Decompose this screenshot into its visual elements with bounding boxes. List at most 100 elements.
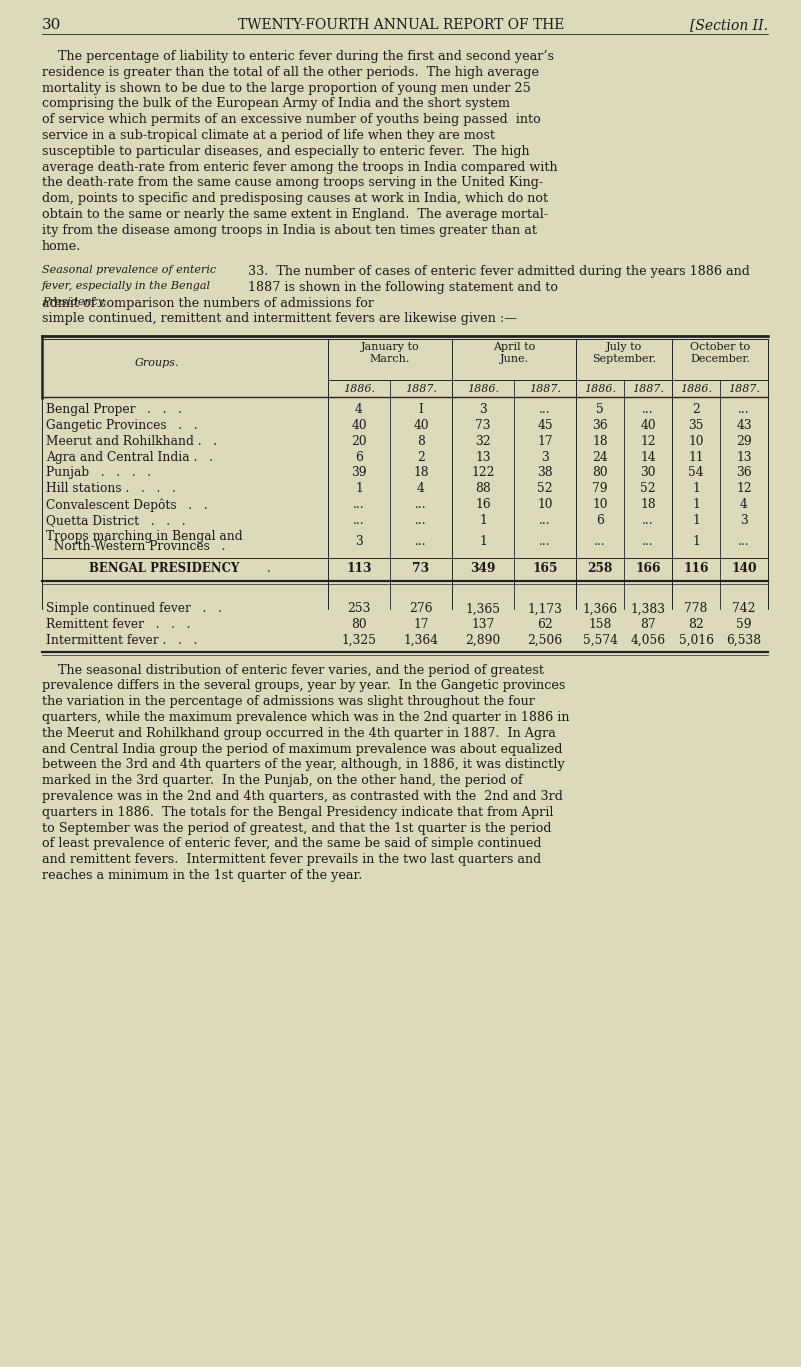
Text: Punjab   .   .   .   .: Punjab . . . . — [46, 466, 151, 480]
Text: 16: 16 — [475, 498, 491, 511]
Text: 18: 18 — [592, 435, 608, 448]
Text: simple continued, remittent and intermittent fevers are likewise given :—: simple continued, remittent and intermit… — [42, 313, 517, 325]
Text: .: . — [267, 562, 271, 574]
Text: October to
December.: October to December. — [690, 342, 750, 364]
Text: 4,056: 4,056 — [630, 634, 666, 647]
Text: 4: 4 — [355, 403, 363, 416]
Text: 3: 3 — [740, 514, 748, 526]
Text: 14: 14 — [640, 451, 656, 463]
Text: 5: 5 — [596, 403, 604, 416]
Text: 29: 29 — [736, 435, 752, 448]
Text: 1: 1 — [692, 514, 700, 526]
Text: 1,364: 1,364 — [404, 634, 439, 647]
Text: 39: 39 — [351, 466, 367, 480]
Text: ity from the disease among troops in India is about ten times greater than at: ity from the disease among troops in Ind… — [42, 224, 537, 236]
Text: the variation in the percentage of admissions was slight throughout the four: the variation in the percentage of admis… — [42, 696, 535, 708]
Text: 17: 17 — [413, 618, 429, 632]
Text: 11: 11 — [688, 451, 704, 463]
Text: 4: 4 — [740, 498, 748, 511]
Text: The seasonal distribution of enteric fever varies, and the period of greatest: The seasonal distribution of enteric fev… — [42, 663, 544, 677]
Text: 36: 36 — [736, 466, 752, 480]
Text: 2,890: 2,890 — [465, 634, 501, 647]
Text: North-Western Provinces   .: North-Western Provinces . — [46, 540, 225, 552]
Text: 1: 1 — [355, 483, 363, 495]
Text: 1,325: 1,325 — [341, 634, 376, 647]
Text: ...: ... — [353, 498, 364, 511]
Text: Gangetic Provinces   .   .: Gangetic Provinces . . — [46, 420, 198, 432]
Text: prevalence was in the 2nd and 4th quarters, as contrasted with the  2nd and 3rd: prevalence was in the 2nd and 4th quarte… — [42, 790, 563, 802]
Text: 17: 17 — [537, 435, 553, 448]
Text: 137: 137 — [471, 618, 495, 632]
Text: 52: 52 — [537, 483, 553, 495]
Text: 1,365: 1,365 — [465, 603, 501, 615]
Text: 45: 45 — [537, 420, 553, 432]
Text: 80: 80 — [351, 618, 367, 632]
Text: ...: ... — [415, 498, 427, 511]
Text: of least prevalence of enteric fever, and the same be said of simple continued: of least prevalence of enteric fever, an… — [42, 838, 541, 850]
Text: 1886.: 1886. — [467, 384, 499, 394]
Text: average death-rate from enteric fever among the troops in India compared with: average death-rate from enteric fever am… — [42, 160, 557, 174]
Text: and remittent fevers.  Intermittent fever prevails in the two last quarters and: and remittent fevers. Intermittent fever… — [42, 853, 541, 867]
Text: 38: 38 — [537, 466, 553, 480]
Text: 52: 52 — [640, 483, 656, 495]
Text: 122: 122 — [471, 466, 495, 480]
Text: Quetta District   .   .   .: Quetta District . . . — [46, 514, 186, 526]
Text: the Meerut and Rohilkhand group occurred in the 4th quarter in 1887.  In Agra: the Meerut and Rohilkhand group occurred… — [42, 727, 556, 740]
Text: mortality is shown to be due to the large proportion of young men under 25: mortality is shown to be due to the larg… — [42, 82, 531, 94]
Text: 3: 3 — [479, 403, 487, 416]
Text: fever, especially in the Bengal: fever, especially in the Bengal — [42, 280, 211, 291]
Text: admit of comparison the numbers of admissions for: admit of comparison the numbers of admis… — [42, 297, 374, 309]
Text: 1: 1 — [479, 534, 487, 548]
Text: ...: ... — [539, 403, 551, 416]
Text: Remittent fever   .   .   .: Remittent fever . . . — [46, 618, 191, 632]
Text: 742: 742 — [732, 603, 756, 615]
Text: and Central India group the period of maximum prevalence was about equalized: and Central India group the period of ma… — [42, 742, 562, 756]
Text: 40: 40 — [413, 420, 429, 432]
Text: 40: 40 — [640, 420, 656, 432]
Text: 276: 276 — [409, 603, 433, 615]
Text: 1,383: 1,383 — [630, 603, 666, 615]
Text: of service which permits of an excessive number of youths being passed  into: of service which permits of an excessive… — [42, 113, 541, 126]
Text: 32: 32 — [475, 435, 491, 448]
Text: 140: 140 — [731, 562, 757, 574]
Text: 59: 59 — [736, 618, 752, 632]
Text: Presidency.: Presidency. — [42, 297, 106, 306]
Text: 1,366: 1,366 — [582, 603, 618, 615]
Text: Intermittent fever .   .   .: Intermittent fever . . . — [46, 634, 197, 647]
Text: 1887.: 1887. — [728, 384, 760, 394]
Text: Meerut and Rohilkhand .   .: Meerut and Rohilkhand . . — [46, 435, 217, 448]
Text: 1: 1 — [692, 483, 700, 495]
Text: ...: ... — [642, 534, 654, 548]
Text: 5,574: 5,574 — [582, 634, 618, 647]
Text: 1: 1 — [692, 534, 700, 548]
Text: service in a sub-tropical climate at a period of life when they are most: service in a sub-tropical climate at a p… — [42, 128, 495, 142]
Text: ...: ... — [642, 514, 654, 526]
Text: 30: 30 — [42, 18, 62, 31]
Text: quarters, while the maximum prevalence which was in the 2nd quarter in 1886 in: quarters, while the maximum prevalence w… — [42, 711, 570, 725]
Text: 73: 73 — [413, 562, 429, 574]
Text: 6: 6 — [596, 514, 604, 526]
Text: 20: 20 — [351, 435, 367, 448]
Text: Agra and Central India .   .: Agra and Central India . . — [46, 451, 213, 463]
Text: Bengal Proper   .   .   .: Bengal Proper . . . — [46, 403, 182, 416]
Text: January to
March.: January to March. — [360, 342, 419, 364]
Text: April to
June.: April to June. — [493, 342, 535, 364]
Text: 10: 10 — [688, 435, 704, 448]
Text: ...: ... — [642, 403, 654, 416]
Text: quarters in 1886.  The totals for the Bengal Presidency indicate that from April: quarters in 1886. The totals for the Ben… — [42, 807, 553, 819]
Text: 1,173: 1,173 — [528, 603, 562, 615]
Text: 113: 113 — [346, 562, 372, 574]
Text: 778: 778 — [684, 603, 708, 615]
Text: Simple continued fever   .   .: Simple continued fever . . — [46, 603, 222, 615]
Text: susceptible to particular diseases, and especially to enteric fever.  The high: susceptible to particular diseases, and … — [42, 145, 529, 157]
Text: 3: 3 — [541, 451, 549, 463]
Text: 165: 165 — [533, 562, 557, 574]
Text: 36: 36 — [592, 420, 608, 432]
Text: 5,016: 5,016 — [678, 634, 714, 647]
Text: 116: 116 — [683, 562, 709, 574]
Text: 62: 62 — [537, 618, 553, 632]
Text: marked in the 3rd quarter.  In the Punjab, on the other hand, the period of: marked in the 3rd quarter. In the Punjab… — [42, 774, 523, 787]
Text: 73: 73 — [475, 420, 491, 432]
Text: Convalescent Depôts   .   .: Convalescent Depôts . . — [46, 498, 207, 511]
Text: 79: 79 — [592, 483, 608, 495]
